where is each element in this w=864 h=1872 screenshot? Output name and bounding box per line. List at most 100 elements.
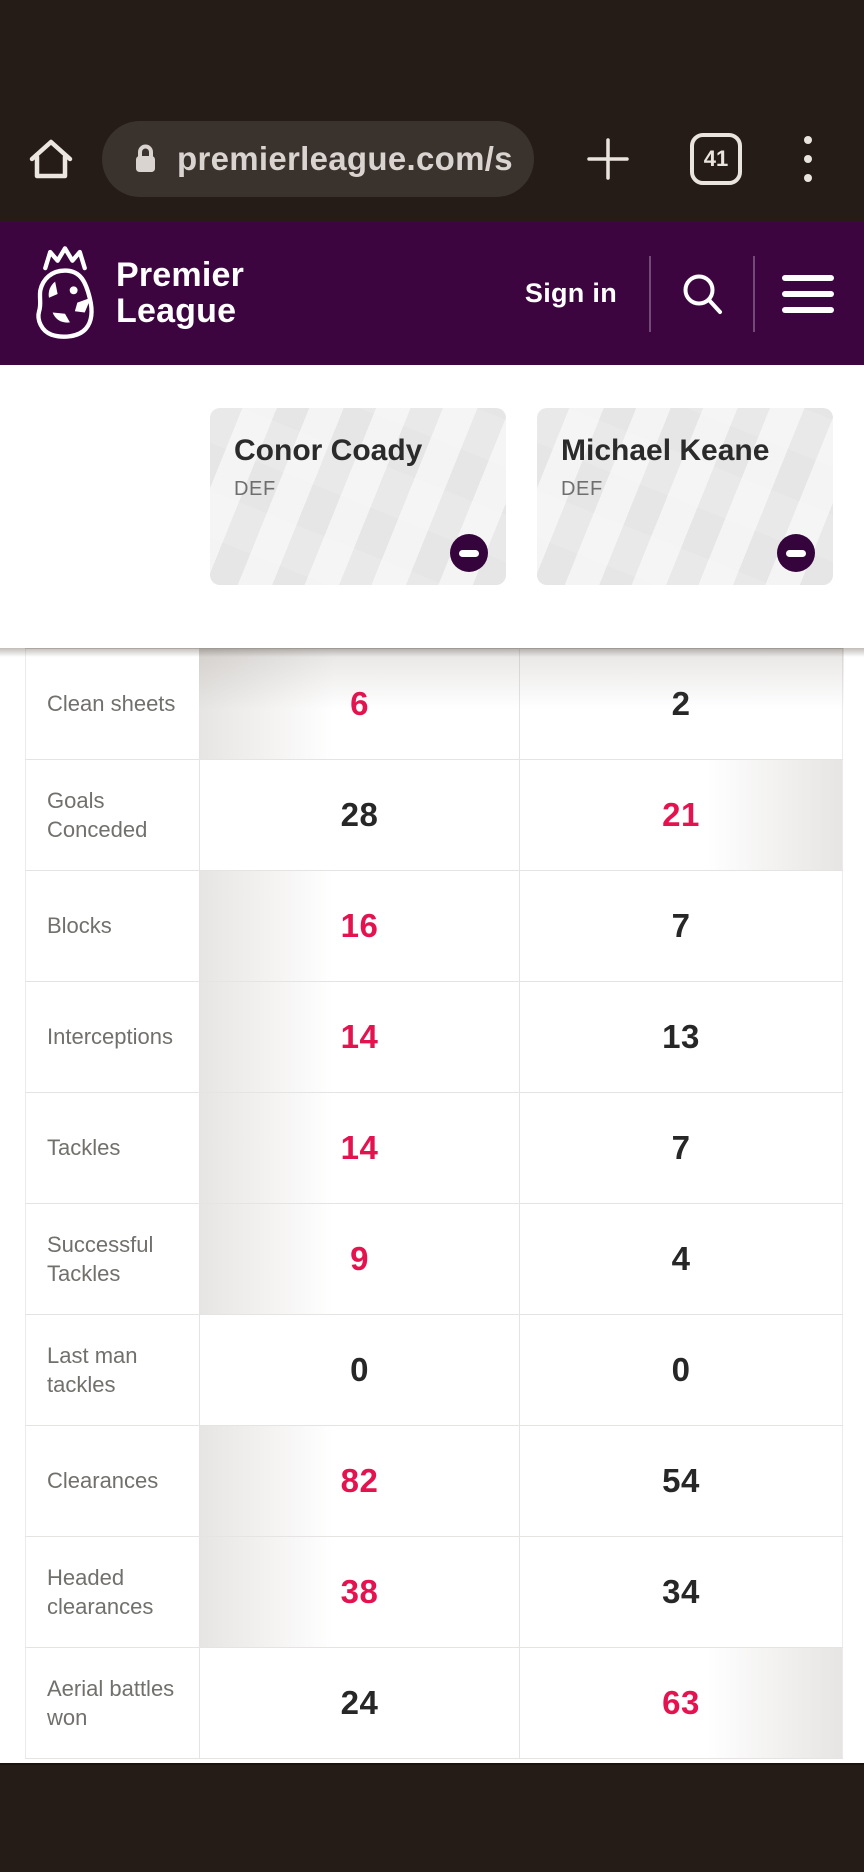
remove-player-button[interactable] (777, 534, 815, 572)
stat-value-player2: 7 (519, 871, 843, 981)
stat-label-cell: Aerial battles won (25, 1648, 199, 1758)
stat-row: Aerial battles won 24 63 (25, 1648, 843, 1759)
brand-line-2: League (116, 291, 237, 330)
stat-label: Last man tackles (47, 1342, 138, 1397)
remove-player-button[interactable] (450, 534, 488, 572)
stat-label: Headed clearances (47, 1564, 154, 1619)
stat-value-player1: 16 (199, 871, 519, 981)
stat-value: 63 (662, 1684, 700, 1721)
stat-value-player2: 63 (519, 1648, 843, 1758)
player-name: Michael Keane (561, 434, 770, 467)
stat-row: Goals Conceded 28 21 (25, 760, 843, 871)
stat-value: 4 (671, 1240, 691, 1277)
stat-value: 14 (340, 1129, 379, 1166)
stat-label-cell: Tackles (25, 1093, 199, 1203)
stat-value-player2: 7 (519, 1093, 843, 1203)
browser-chrome: premierleague.com/s 41 (0, 0, 864, 222)
stat-row: Successful Tackles 9 4 (25, 1204, 843, 1315)
search-icon[interactable] (678, 270, 726, 318)
stat-value: 0 (671, 1351, 691, 1388)
player-position: DEF (561, 478, 603, 500)
player-cards-section: Conor Coady DEF Michael Keane DEF (0, 365, 864, 648)
player-position: DEF (234, 478, 276, 500)
stat-value-player2: 13 (519, 982, 843, 1092)
stat-row: Blocks 16 7 (25, 871, 843, 982)
stat-value-player1: 14 (199, 1093, 519, 1203)
stat-row: Tackles 14 7 (25, 1093, 843, 1204)
stat-value: 0 (350, 1351, 369, 1388)
stat-value: 82 (340, 1462, 379, 1499)
header-divider (753, 255, 755, 332)
url-bar[interactable]: premierleague.com/s (102, 121, 534, 197)
menu-icon[interactable] (782, 274, 834, 313)
stat-value-player2: 4 (519, 1204, 843, 1314)
stat-value: 14 (340, 1018, 379, 1055)
stat-label-cell: Blocks (25, 871, 199, 981)
stats-table: Clean sheets 6 2 Goals Conceded 28 21 Bl… (25, 648, 843, 1759)
player-card: Michael Keane DEF (537, 408, 833, 585)
system-bottom-bar (0, 1763, 864, 1872)
url-text: premierleague.com/s (177, 140, 513, 177)
stat-row: Last man tackles 0 0 (25, 1315, 843, 1426)
stat-label-cell: Clean sheets (25, 649, 199, 759)
stat-label: Successful Tackles (47, 1231, 154, 1286)
stat-label-cell: Clearances (25, 1426, 199, 1536)
stat-label: Goals Conceded (47, 787, 148, 842)
new-tab-icon[interactable] (584, 135, 632, 183)
stat-value: 7 (671, 907, 691, 944)
stat-value: 38 (340, 1573, 379, 1610)
stat-value-player2: 34 (519, 1537, 843, 1647)
header-divider (649, 255, 651, 332)
stat-label-cell: Headed clearances (25, 1537, 199, 1647)
stat-value-player1: 14 (199, 982, 519, 1092)
stat-label: Blocks (47, 913, 112, 939)
stat-value: 6 (350, 685, 369, 722)
stat-label-cell: Last man tackles (25, 1315, 199, 1425)
home-icon[interactable] (26, 135, 76, 183)
stat-value-player2: 21 (519, 760, 843, 870)
stat-label: Interceptions (47, 1024, 173, 1050)
stat-value: 28 (340, 796, 379, 833)
premier-league-lion-logo[interactable] (28, 244, 102, 344)
stats-comparison-section: Clean sheets 6 2 Goals Conceded 28 21 Bl… (0, 648, 864, 1765)
minus-icon (786, 549, 806, 557)
site-header: Premier League Sign in (0, 222, 864, 365)
stat-label-cell: Goals Conceded (25, 760, 199, 870)
stat-value: 2 (671, 685, 691, 722)
player-card: Conor Coady DEF (210, 408, 506, 585)
brand-line-1: Premier (116, 256, 245, 295)
stat-label: Clearances (47, 1468, 159, 1494)
tab-counter[interactable]: 41 (690, 133, 742, 185)
minus-icon (459, 549, 479, 557)
stat-value: 7 (671, 1129, 691, 1166)
overflow-menu-icon[interactable] (798, 130, 818, 188)
sign-in-button[interactable]: Sign in (524, 278, 617, 308)
player-name: Conor Coady (234, 434, 423, 467)
stat-label-cell: Interceptions (25, 982, 199, 1092)
stat-value: 34 (662, 1573, 700, 1610)
stat-row: Interceptions 14 13 (25, 982, 843, 1093)
stat-value: 13 (662, 1018, 700, 1055)
stat-label: Clean sheets (47, 691, 176, 717)
stat-value-player1: 82 (199, 1426, 519, 1536)
stat-value-player2: 0 (519, 1315, 843, 1425)
stat-label: Aerial battles won (47, 1675, 175, 1730)
stat-value-player1: 24 (199, 1648, 519, 1758)
stat-row: Clean sheets 6 2 (25, 649, 843, 760)
stat-label-cell: Successful Tackles (25, 1204, 199, 1314)
stat-value: 16 (340, 907, 379, 944)
stat-value-player1: 28 (199, 760, 519, 870)
lock-icon (136, 144, 155, 172)
stat-value-player1: 6 (199, 649, 519, 759)
stat-value: 54 (662, 1462, 700, 1499)
brand-wordmark: Premier League (116, 256, 245, 330)
tab-count-label: 41 (703, 146, 729, 171)
stat-value-player1: 9 (199, 1204, 519, 1314)
browser-toolbar: premierleague.com/s 41 (0, 116, 864, 202)
stat-value: 21 (662, 796, 700, 833)
stat-label: Tackles (47, 1135, 121, 1161)
stat-value-player2: 54 (519, 1426, 843, 1536)
stat-value-player1: 38 (199, 1537, 519, 1647)
stat-value: 9 (350, 1240, 369, 1277)
